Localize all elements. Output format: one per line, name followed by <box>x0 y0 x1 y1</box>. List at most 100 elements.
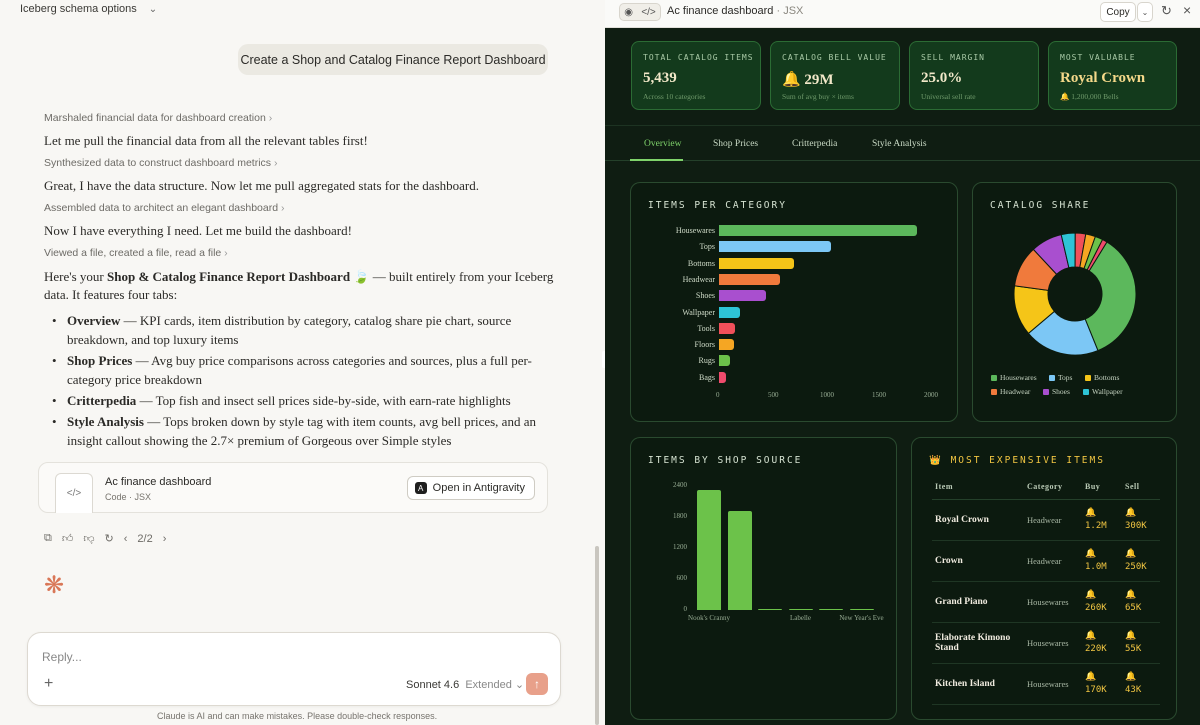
col-buy: Buy <box>1082 482 1122 500</box>
legend-label: Headwear <box>1000 387 1031 396</box>
copy-button[interactable]: Copy <box>1100 2 1136 22</box>
buy-price: 🔔 1.2M <box>1082 499 1122 541</box>
artifact-panel: ◉ </> Ac finance dashboard · JSX Copy ⌄ … <box>605 0 1200 725</box>
category-bar[interactable] <box>719 339 734 351</box>
category-bar[interactable] <box>719 290 766 302</box>
table-row: Crown Headwear 🔔 1.0M 🔔 250K <box>932 540 1160 582</box>
category-label: Wallpaper <box>682 307 715 317</box>
bell-icon: 🔔 <box>1085 508 1097 518</box>
conversation-title[interactable]: Iceberg schema options ⌄ <box>20 3 157 15</box>
user-message: Create a Shop and Catalog Finance Report… <box>238 44 548 75</box>
item-name: Crown <box>932 540 1024 582</box>
source-bar[interactable] <box>849 608 874 610</box>
pie-slice[interactable] <box>1086 238 1108 272</box>
scrollbar[interactable] <box>595 546 599 725</box>
open-in-antigravity-button[interactable]: A Open in Antigravity <box>406 476 535 500</box>
model-name: Sonnet 4.6 <box>406 679 460 691</box>
reply-box[interactable]: Reply... + Sonnet 4.6 Extended ⌄ ↑ <box>27 632 561 706</box>
tab-style-analysis[interactable]: Style Analysis <box>872 139 927 149</box>
category-bar[interactable] <box>719 273 781 285</box>
retry-icon[interactable]: ↻ <box>104 533 114 545</box>
item-category: Housewares <box>1024 663 1082 705</box>
copy-icon[interactable]: ⧉ <box>44 532 52 544</box>
category-label: Tools <box>697 323 715 333</box>
item-category: Headwear <box>1024 499 1082 541</box>
artifact-card[interactable]: </> Ac finance dashboard Code · JSX A Op… <box>38 462 548 513</box>
thumbs-up-icon[interactable]: 👍︎ <box>61 533 74 545</box>
tab-overview[interactable]: Overview <box>644 139 682 149</box>
buy-price: 🔔 260K <box>1082 581 1122 623</box>
kpi-label: SELL MARGIN <box>921 53 985 62</box>
pie-slice[interactable] <box>1084 241 1137 352</box>
chevron-down-icon: ⌄ <box>514 679 525 691</box>
thumbs-down-icon[interactable]: 👎︎ <box>83 533 95 545</box>
source-bar[interactable] <box>788 608 813 610</box>
feature-list: • Overview — KPI cards, item distribution… <box>52 311 572 452</box>
source-bar[interactable] <box>727 510 752 610</box>
category-bar[interactable] <box>719 241 832 253</box>
prev-version-icon[interactable]: ‹ <box>123 532 128 545</box>
category-bar[interactable] <box>719 322 735 334</box>
tab-critterpedia[interactable]: Critterpedia <box>792 139 838 149</box>
table-row: Royal Crown Headwear 🔔 1.2M 🔔 300K <box>932 499 1160 541</box>
panel-resize-handle[interactable] <box>602 351 607 368</box>
x-category-label: Nook's Cranny <box>688 614 730 622</box>
artifact-panel-title: Ac finance dashboard · JSX <box>667 5 803 17</box>
add-attachment-icon[interactable]: + <box>44 675 54 692</box>
kpi-label: TOTAL CATALOG ITEMS <box>643 53 754 62</box>
model-mode: Extended <box>465 679 512 691</box>
category-bar[interactable] <box>719 306 740 318</box>
summary-pre: Here's your <box>44 269 107 284</box>
kpi-total-items: TOTAL CATALOG ITEMS 5,439 Across 10 cate… <box>631 41 761 110</box>
bell-icon: 🔔 <box>1125 672 1137 682</box>
catalog-share-donut <box>1013 232 1137 356</box>
code-icon[interactable]: </> <box>641 6 656 18</box>
legend-item: Tops <box>1049 373 1072 382</box>
kpi-bell-value: CATALOG BELL VALUE 🔔 29M Sum of avg buy … <box>770 41 900 110</box>
thinking-step-3[interactable]: Assembled data to architect an elegant d… <box>44 202 285 214</box>
source-bar[interactable] <box>758 608 782 610</box>
legend-swatch <box>1043 388 1049 395</box>
source-bar[interactable] <box>819 608 843 610</box>
sell-value: 55K <box>1125 644 1142 654</box>
category-label: Headwear <box>682 274 715 284</box>
category-bar[interactable] <box>719 371 727 383</box>
category-bar[interactable] <box>719 355 731 367</box>
x-category-label: New Year's Eve <box>839 614 884 622</box>
assistant-text-1: Let me pull the financial data from all … <box>44 133 368 148</box>
artifact-type: · JSX <box>776 5 804 17</box>
chevron-down-icon[interactable]: ⌄ <box>148 3 158 15</box>
version-pager: 2/2 <box>137 532 153 545</box>
copy-dropdown-icon[interactable]: ⌄ <box>1137 2 1153 22</box>
table-header-row: Item Category Buy Sell <box>932 482 1160 500</box>
next-version-icon[interactable]: › <box>162 532 167 545</box>
thinking-step-4[interactable]: Viewed a file, created a file, read a fi… <box>44 247 228 259</box>
bell-icon: 🔔 <box>1085 631 1097 641</box>
kpi-sub: Sum of avg buy × items <box>782 92 854 101</box>
category-bar[interactable] <box>719 257 794 269</box>
legend-swatch <box>1083 388 1089 395</box>
x-category-label: Labelle <box>790 614 811 622</box>
close-icon[interactable]: × <box>1183 2 1192 18</box>
model-selector[interactable]: Sonnet 4.6 Extended ⌄ <box>406 678 524 691</box>
kpi-sub: Universal sell rate <box>921 92 976 101</box>
reply-input[interactable]: Reply... <box>42 650 82 664</box>
thinking-step-1[interactable]: Marshaled financial data for dashboard c… <box>44 112 272 124</box>
send-button[interactable]: ↑ <box>526 673 548 695</box>
sell-value: 65K <box>1125 603 1142 613</box>
bullet-bold: Critterpedia <box>67 393 137 408</box>
buy-price: 🔔 1.0M <box>1082 540 1122 582</box>
view-toggle[interactable]: ◉ </> <box>619 3 661 21</box>
refresh-icon[interactable]: ↻ <box>1161 3 1172 18</box>
eye-icon[interactable]: ◉ <box>624 6 633 18</box>
thinking-step-2[interactable]: Synthesized data to construct dashboard … <box>44 157 277 169</box>
table-row: Grand Piano Housewares 🔔 260K 🔔 65K <box>932 581 1160 623</box>
list-item: • Shop Prices — Avg buy price comparisons… <box>52 353 532 387</box>
kpi-label: MOST VALUABLE <box>1060 53 1136 62</box>
plot-area <box>693 486 881 610</box>
category-bar[interactable] <box>719 225 917 236</box>
source-bar[interactable] <box>697 489 721 610</box>
card-title-text: MOST EXPENSIVE ITEMS <box>950 455 1105 466</box>
x-tick-label: 1000 <box>820 391 834 399</box>
tab-shop-prices[interactable]: Shop Prices <box>713 139 759 149</box>
